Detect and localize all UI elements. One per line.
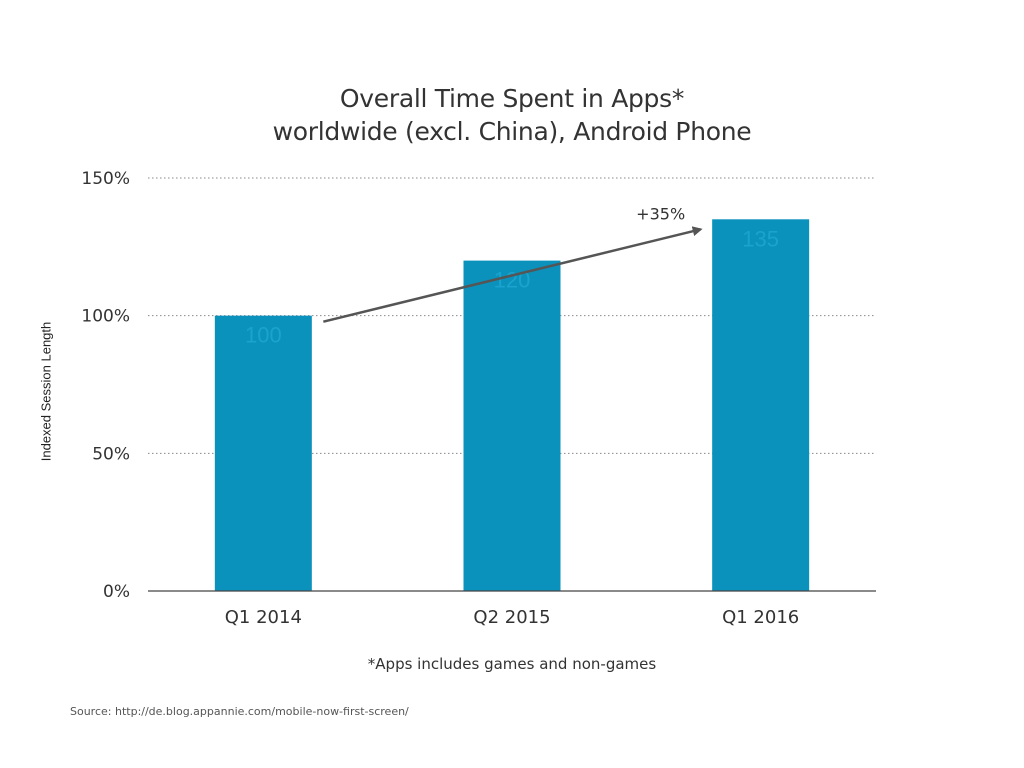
chart-subtitle: worldwide (excl. China), Android Phone xyxy=(272,117,752,146)
y-tick-label: 150% xyxy=(81,169,130,189)
chart-title: Overall Time Spent in Apps* xyxy=(339,84,685,113)
source-citation: Source: http://de.blog.appannie.com/mobi… xyxy=(70,705,409,718)
chart-title-block: Overall Time Spent in Apps* worldwide (e… xyxy=(0,82,1024,148)
data-label: 100 xyxy=(245,323,282,348)
y-tick-label: 100% xyxy=(81,307,130,327)
annotation-label: +35% xyxy=(636,204,685,223)
data-label: 135 xyxy=(742,226,779,251)
chart-footnote: *Apps includes games and non-games xyxy=(367,655,657,673)
x-tick-label: Q1 2014 xyxy=(225,607,302,628)
bar xyxy=(463,260,561,591)
bar xyxy=(214,315,312,591)
bar xyxy=(712,219,810,592)
x-tick-label: Q2 2015 xyxy=(473,607,550,628)
trend-arrow xyxy=(323,226,703,323)
y-tick-label: 0% xyxy=(103,582,130,602)
x-tick-label: Q1 2016 xyxy=(722,607,799,628)
y-tick-label: 50% xyxy=(92,444,130,464)
